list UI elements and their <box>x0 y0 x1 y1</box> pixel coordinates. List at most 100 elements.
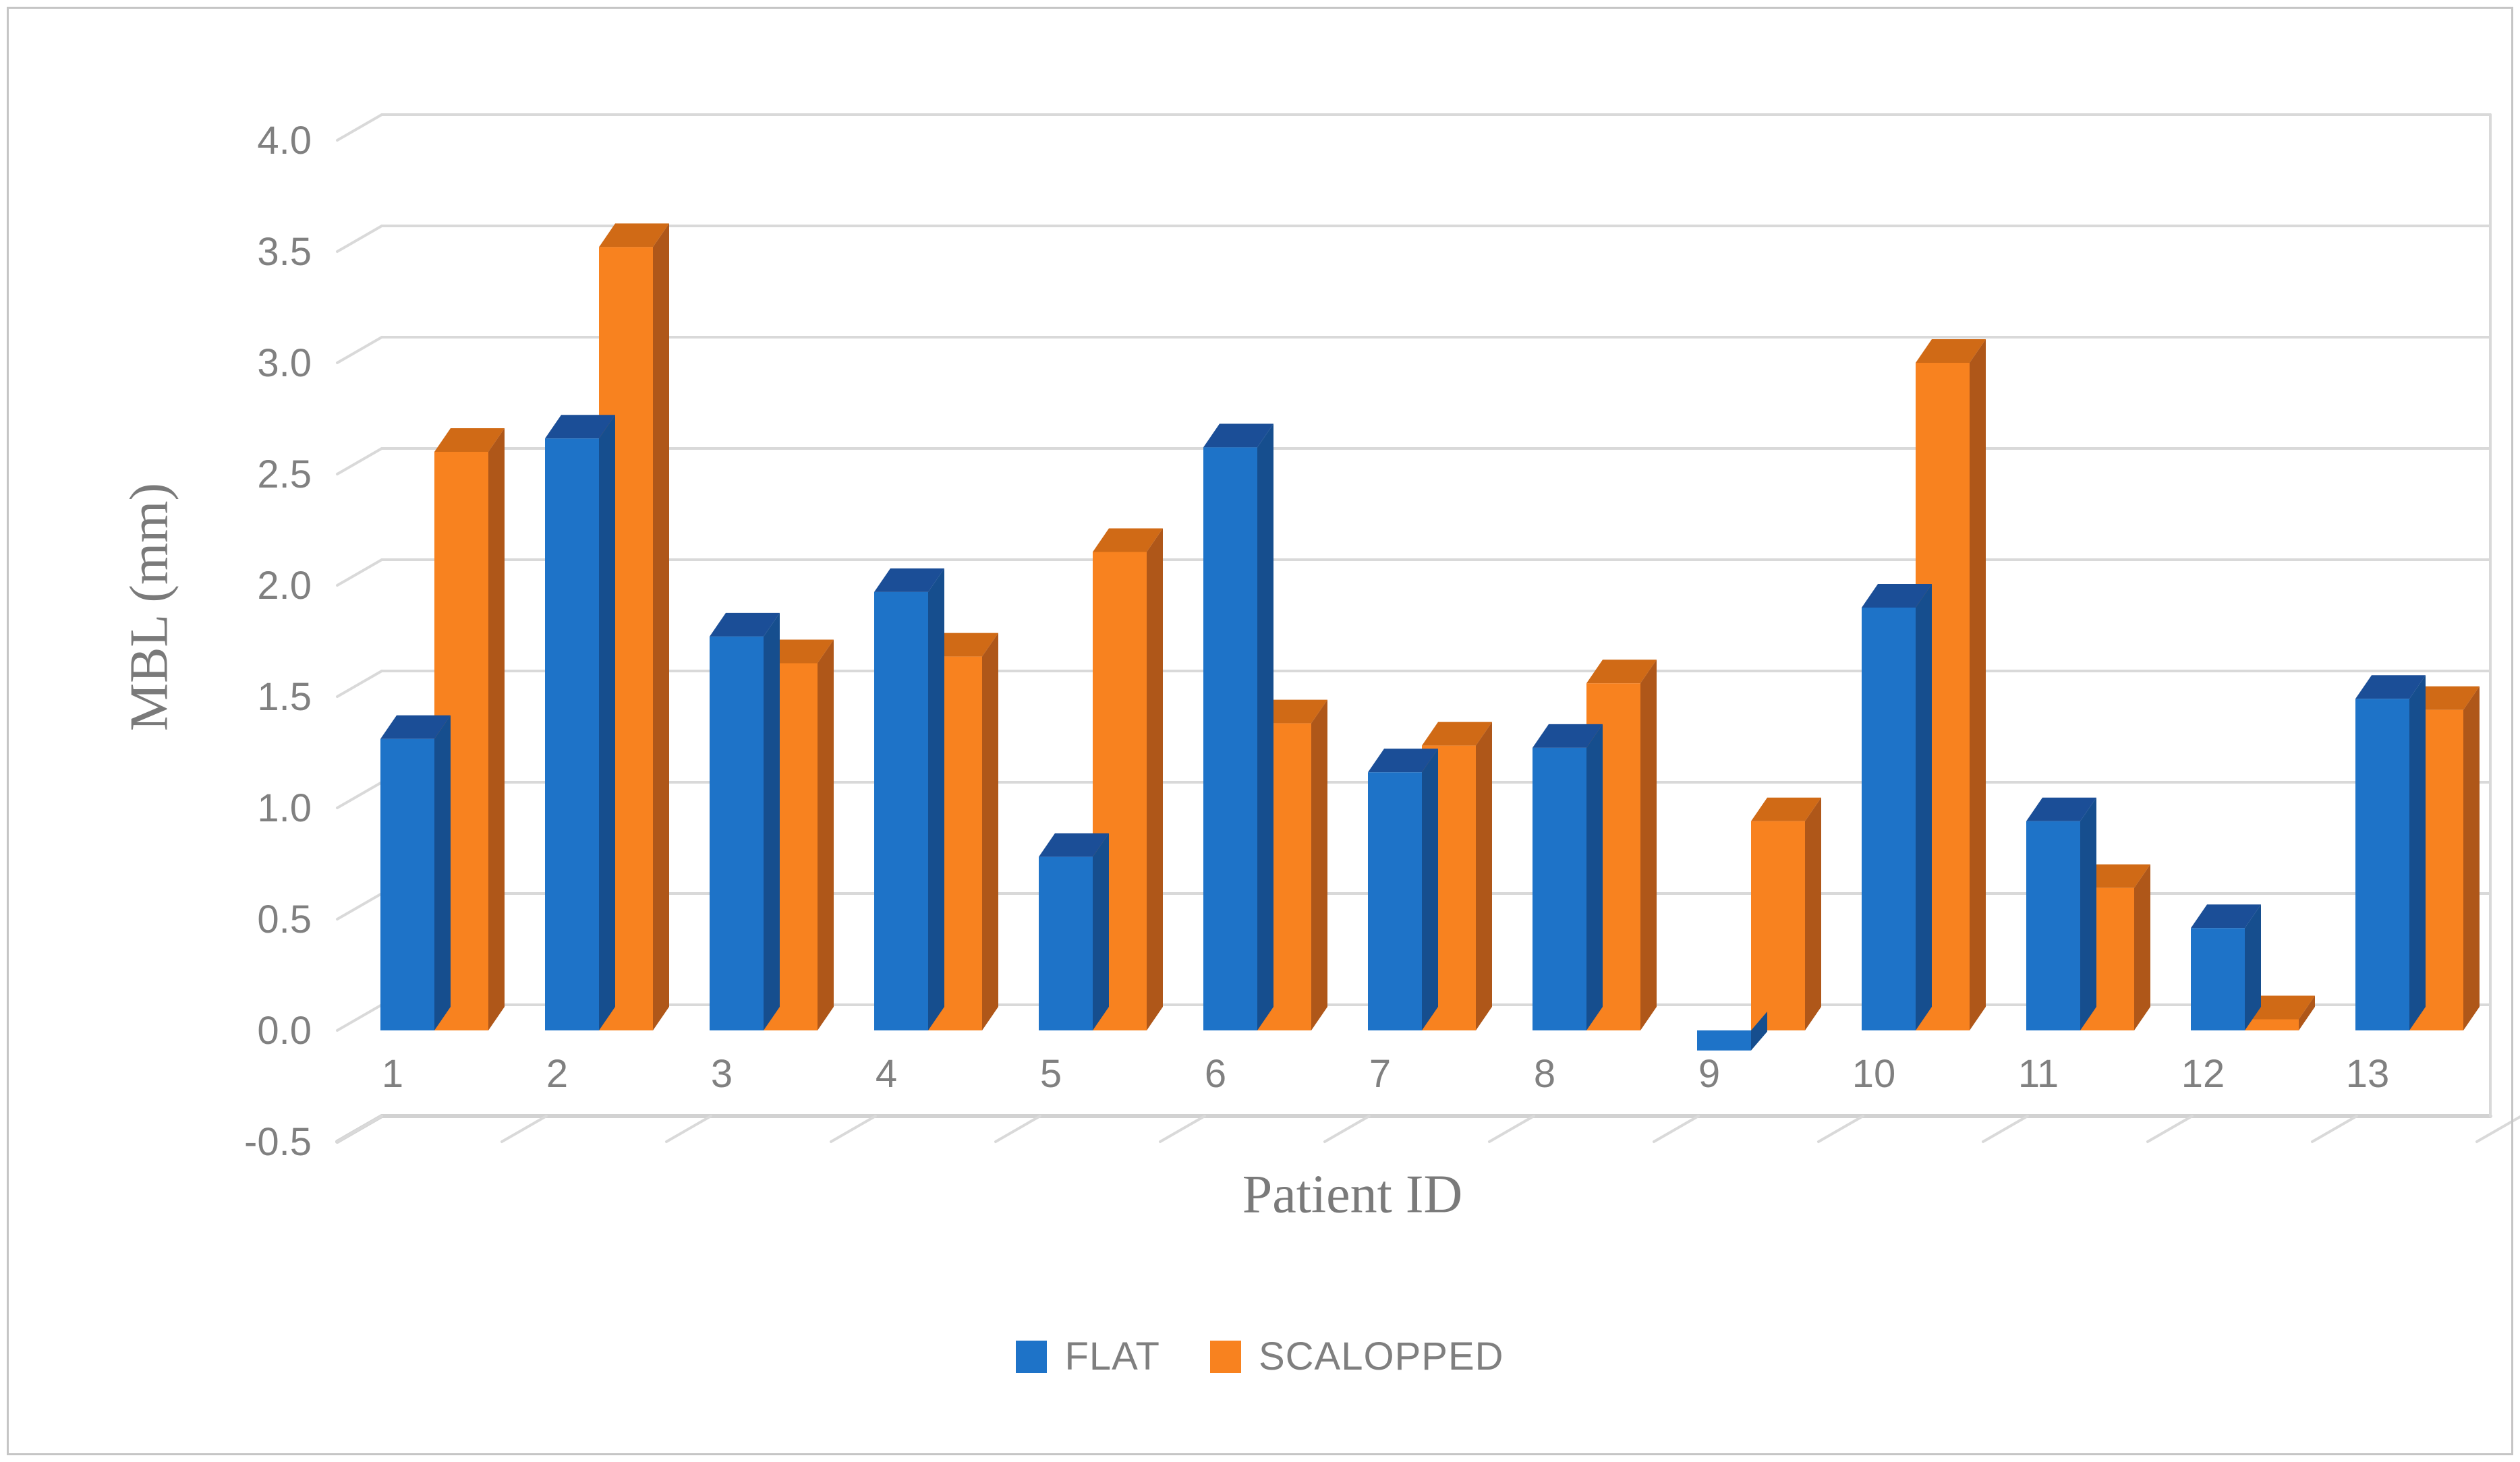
x-tick-6 <box>1323 1115 1371 1143</box>
bar-flat-11-top <box>2026 797 2096 821</box>
x-tick-3 <box>830 1115 877 1143</box>
y-tick-label--0.5: -0.5 <box>244 1120 312 1164</box>
bar-flat-12-front <box>2191 928 2245 1030</box>
bar-flat-11-side <box>2080 797 2096 1030</box>
bar-scalopped-8-top <box>1586 660 1657 684</box>
bar-scalopped-4-top <box>928 633 998 657</box>
x-tick-7 <box>1488 1115 1535 1143</box>
legend-label-scalopped: SCALOPPED <box>1258 1335 1504 1378</box>
bar-scalopped-10-side <box>1970 339 1986 1030</box>
x-tick-12 <box>2311 1115 2358 1143</box>
bar-flat-9-front <box>1697 1030 1751 1051</box>
bar-flat-5-front <box>1039 856 1093 1030</box>
x-tick-label-13: 13 <box>2346 1052 2390 1096</box>
x-tick-label-7: 7 <box>1369 1052 1391 1096</box>
bar-flat-1 <box>380 715 451 1030</box>
bar-flat-5-top <box>1039 833 1109 857</box>
y-tick-label-3.5: 3.5 <box>257 230 312 274</box>
y-tick-label-0.0: 0.0 <box>257 1009 312 1053</box>
bar-flat-3-side <box>764 612 780 1030</box>
bar-flat-12-top <box>2191 904 2261 929</box>
bar-flat-13-side <box>2409 675 2426 1030</box>
x-tick-9 <box>1817 1115 1864 1143</box>
bar-scalopped-12-front <box>2245 1019 2299 1030</box>
x-tick-5 <box>1159 1115 1206 1143</box>
bar-flat-3-top <box>710 612 780 637</box>
x-tick-13 <box>2475 1115 2520 1143</box>
bar-flat-1-front <box>380 738 434 1030</box>
x-tick-label-4: 4 <box>876 1052 897 1096</box>
y-tick-label-0.5: 0.5 <box>257 898 312 941</box>
bar-flat-10-top <box>1862 584 1932 608</box>
bar-scalopped-12-top <box>2245 995 2315 1020</box>
x-tick-label-3: 3 <box>711 1052 733 1096</box>
x-tick-label-11: 11 <box>2018 1052 2059 1096</box>
bar-scalopped-9 <box>1751 797 1821 1030</box>
bar-flat-7-side <box>1422 749 1438 1030</box>
bar-scalopped-2-side <box>653 223 669 1030</box>
y-tick-label-2.0: 2.0 <box>257 564 312 608</box>
x-tick-label-10: 10 <box>1852 1052 1896 1096</box>
bar-scalopped-1-top <box>434 428 505 452</box>
bar-flat-4-front <box>874 591 928 1030</box>
bar-scalopped-10-top <box>1916 339 1986 363</box>
legend-label-flat: FLAT <box>1064 1335 1160 1378</box>
gridline-tick-1.0 <box>336 781 383 809</box>
x-tick-4 <box>994 1115 1041 1143</box>
bar-flat-5 <box>1039 833 1109 1030</box>
gridline-tick-1.5 <box>336 670 383 698</box>
gridline-tick-2.0 <box>336 558 383 587</box>
bar-flat-13 <box>2355 675 2426 1030</box>
bar-flat-12 <box>2191 904 2261 1030</box>
x-tick-label-1: 1 <box>382 1052 403 1096</box>
y-tick-label-4.0: 4.0 <box>257 119 312 163</box>
bar-flat-11-front <box>2026 821 2080 1030</box>
x-tick-8 <box>1653 1115 1700 1143</box>
bar-flat-10 <box>1862 584 1932 1030</box>
bar-scalopped-9-side <box>1805 797 1821 1030</box>
y-axis-title: MBL (mm) <box>119 482 179 732</box>
bar-scalopped-11-side <box>2134 864 2150 1030</box>
bar-flat-6-front <box>1203 447 1257 1030</box>
bar-flat-8 <box>1533 724 1603 1030</box>
bar-flat-13-top <box>2355 675 2426 699</box>
bar-scalopped-5-top <box>1093 528 1163 552</box>
x-tick-label-5: 5 <box>1040 1052 1062 1096</box>
bar-scalopped-9-front <box>1751 821 1805 1030</box>
legend-item-flat: FLAT <box>1016 1334 1160 1379</box>
bar-flat-6 <box>1203 423 1273 1030</box>
bar-scalopped-1-side <box>488 428 505 1030</box>
x-tick-10 <box>1982 1115 2029 1143</box>
bar-scalopped-9-top <box>1751 797 1821 821</box>
legend-swatch-scalopped <box>1209 1340 1241 1373</box>
bar-flat-10-front <box>1862 608 1916 1030</box>
bar-flat-3 <box>710 612 780 1030</box>
bar-flat-2 <box>545 415 615 1030</box>
bar-flat-4-side <box>928 568 944 1030</box>
bar-flat-7 <box>1368 749 1438 1030</box>
bar-flat-3-front <box>710 636 764 1030</box>
bar-scalopped-3-side <box>818 639 834 1030</box>
gridline-tick-3.5 <box>336 225 383 253</box>
x-tick-label-6: 6 <box>1205 1052 1226 1096</box>
bar-flat-1-side <box>434 715 451 1030</box>
bar-scalopped-7-side <box>1476 722 1492 1030</box>
y-tick-label-1.0: 1.0 <box>257 786 312 830</box>
y-tick-label-3.0: 3.0 <box>257 341 312 385</box>
x-tick-2 <box>665 1115 712 1143</box>
bar-flat-7-top <box>1368 749 1438 773</box>
gridline-tick-2.5 <box>336 447 383 475</box>
legend-swatch-flat <box>1016 1340 1048 1373</box>
bar-flat-8-side <box>1586 724 1603 1030</box>
bar-flat-1-top <box>380 715 451 739</box>
bar-flat-10-side <box>1916 584 1932 1030</box>
bar-scalopped-4-side <box>982 633 998 1030</box>
bar-flat-9-side <box>1751 1012 1767 1051</box>
gridline-tick-3.0 <box>336 336 383 364</box>
bar-flat-6-side <box>1257 423 1273 1030</box>
bar-scalopped-8-side <box>1640 660 1657 1030</box>
bar-scalopped-3-top <box>764 639 834 664</box>
bar-scalopped-2-top <box>599 223 669 247</box>
bar-scalopped-5-side <box>1147 528 1163 1030</box>
